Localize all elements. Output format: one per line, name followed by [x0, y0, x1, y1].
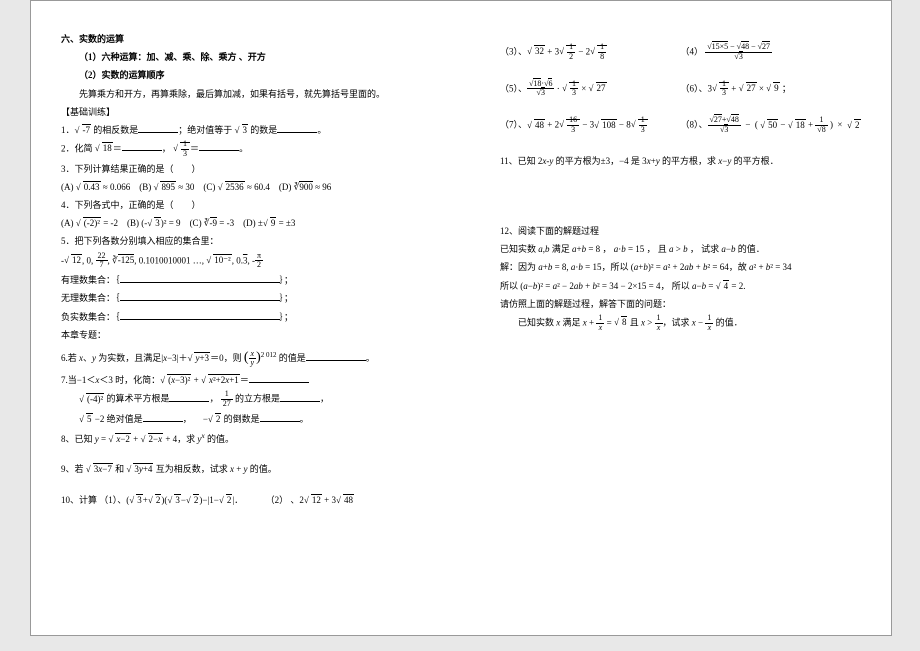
base-training: 【基础训练】	[61, 104, 460, 120]
subtitle-2: （2）实数的运算顺序	[79, 67, 460, 83]
worksheet-page: 六、实数的运算 （1）六种运算：加、减、乘、除、乘方 、开方 （2）实数的运算顺…	[30, 0, 892, 636]
q4: 4．下列各式中，正确的是（ ）	[61, 197, 460, 213]
row-3-4: （3）、32 + 312 − 218 （4） √15×5 − √48 − √27…	[500, 43, 861, 62]
q6: 6.若 x、y 为实数，且满足|x−3|＋y+3＝0，则 (xy)2 012 的…	[61, 345, 460, 370]
r5: （5）、√18·√6√3 · 13 × 27	[500, 80, 681, 99]
title: 六、实数的运算	[61, 31, 460, 47]
q4-options: (A) (-2)² = -2 (B) (-3)² = 9 (C) ∛-9 = -…	[61, 215, 460, 231]
left-column: 六、实数的运算 （1）六种运算：加、减、乘、除、乘方 、开方 （2）实数的运算顺…	[61, 31, 460, 615]
q7b: (-4)² 的算术平方根是， 127 的立方根是，	[79, 390, 460, 409]
q3a: (A) 0.43 ≈ 0.066	[61, 182, 130, 192]
r6: （6）、313 + 27 × 9 ；	[681, 80, 862, 99]
q12l3: 所以 (a−b)² = a² − 2ab + b² = 34 − 2×15 = …	[500, 278, 861, 294]
r7: （7）、48 + 2163 − 3108 − 813	[500, 116, 681, 135]
row-5-6: （5）、√18·√6√3 · 13 × 27 （6）、313 + 27 × 9 …	[500, 80, 861, 99]
q7: 7.当−1＜x＜3 时，化简：(x−3)² + x²+2x+1＝	[61, 372, 460, 388]
q3-options: (A) 0.43 ≈ 0.066 (B) 895 ≈ 30 (C) 2536 ≈…	[61, 179, 460, 195]
r8: （8）、√27+√48√3 − ( 50 − 18 + 1√8 ) × 2	[681, 116, 862, 135]
q12l2: 解：因为 a+b = 8, a·b = 15，所以 (a+b)² = a² + …	[500, 259, 861, 275]
q3b: (B) 895 ≈ 30	[139, 182, 194, 192]
q3: 3．下列计算结果正确的是（ ）	[61, 161, 460, 177]
row-7-8: （7）、48 + 2163 − 3108 − 813 （8）、√27+√48√3…	[500, 116, 861, 135]
q9: 9、若 3x−7 和 3y+4 互为相反数，试求 x + y 的值。	[61, 461, 460, 477]
q7c: 5 −2 绝对值是， −2 的倒数是。	[79, 411, 460, 427]
q3d: (D) ∛900 ≈ 96	[279, 181, 331, 192]
right-column: （3）、32 + 312 − 218 （4） √15×5 − √48 − √27…	[500, 31, 861, 615]
r3: （3）、32 + 312 − 218	[500, 43, 681, 62]
r4: （4） √15×5 − √48 − √27√3	[681, 43, 862, 62]
q5-list: -12, 0, 227, ∛-125, 0.1010010001 …, 10⁻²…	[61, 252, 460, 271]
q4d: (D) ±9 = ±3	[243, 218, 295, 228]
zhuanti: 本章专题：	[61, 327, 460, 343]
q4b: (B) (-3)² = 9	[127, 218, 181, 228]
q11: 11、已知 2x-y 的平方根为±3，−4 是 3x+y 的平方根，求 x−y …	[500, 153, 861, 169]
q5-irrational: 无理数集合：｛｝；	[61, 290, 460, 306]
q10: 10、计算 （1）、(3+2)(3−2)−|1−2|． （2） 、212 + 3…	[61, 492, 460, 508]
q5: 5．把下列各数分别填入相应的集合里：	[61, 233, 460, 249]
subtitle-3: 先算乘方和开方，再算乘除，最后算加减，如果有括号，就先算括号里面的。	[79, 86, 460, 102]
q12l4: 请仿照上面的解题过程，解答下面的问题：	[500, 296, 861, 312]
q4a: (A) (-2)² = -2	[61, 218, 118, 228]
q8: 8、已知 y = x−2 + 2−x + 4，求 yx 的值。	[61, 429, 460, 447]
q2: 2．化简 18＝， 13＝。	[61, 140, 460, 159]
q3c: (C) 2536 ≈ 60.4	[203, 182, 269, 192]
q12l1: 已知实数 a,b 满足 a+b = 8 ， a·b = 15 ， 且 a > b…	[500, 241, 861, 257]
subtitle-1: （1）六种运算：加、减、乘、除、乘方 、开方	[79, 49, 460, 65]
q12: 12、阅读下面的解题过程	[500, 223, 861, 239]
q4c: (C) ∛-9 = -3	[190, 217, 235, 228]
q1: 1．-7 的相反数是；绝对值等于 3 的数是。	[61, 122, 460, 138]
q5-rational: 有理数集合：｛｝；	[61, 272, 460, 288]
q5-negative: 负实数集合：｛｝；	[61, 309, 460, 325]
q12l5: 已知实数 x 满足 x + 1x = 8 且 x > 1x，试求 x − 1x …	[518, 314, 861, 333]
